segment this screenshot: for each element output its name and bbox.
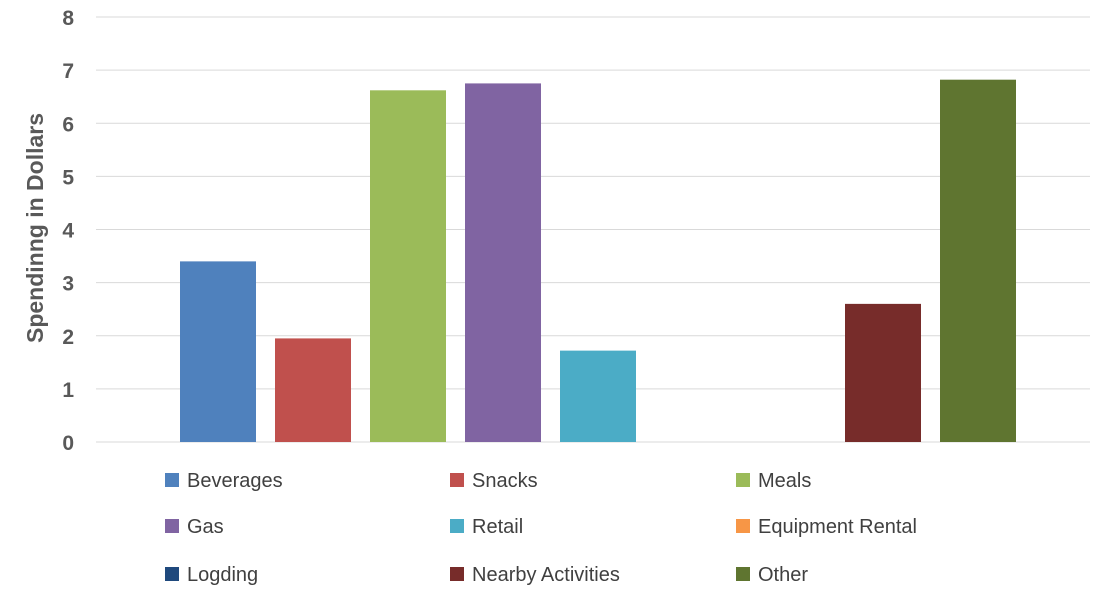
legend-label: Nearby Activities	[472, 564, 620, 586]
bars	[180, 79, 1016, 442]
bar-nearby-activities	[845, 303, 921, 442]
y-tick-label: 7	[62, 60, 74, 83]
legend: Beverages Snacks Meals Gas Retail Equipment R…	[165, 470, 917, 586]
legend-item-other: Other	[736, 564, 808, 586]
y-axis-title: Spendinng in Dollars	[22, 113, 48, 343]
legend-label: Meals	[758, 470, 811, 492]
bar-snacks	[275, 338, 351, 442]
legend-item-snacks: Snacks	[450, 470, 538, 492]
legend-item-gas: Gas	[165, 516, 224, 538]
legend-label: Gas	[187, 516, 224, 538]
legend-item-beverages: Beverages	[165, 470, 283, 492]
legend-label: Snacks	[472, 470, 538, 492]
legend-label: Beverages	[187, 470, 283, 492]
legend-swatch	[736, 567, 750, 581]
y-tick-label: 8	[62, 7, 74, 30]
y-tick-label: 6	[62, 113, 74, 136]
legend-swatch	[736, 473, 750, 487]
legend-swatch	[165, 519, 179, 533]
legend-label: Other	[758, 564, 808, 586]
legend-swatch	[736, 519, 750, 533]
y-tick-label: 5	[62, 166, 74, 189]
legend-label: Logding	[187, 564, 258, 586]
legend-item-retail: Retail	[450, 516, 523, 538]
y-axis-ticks: 0 1 2 3 4 5 6 7 8	[62, 7, 74, 455]
bar-retail	[560, 350, 636, 442]
legend-item-logding: Logding	[165, 564, 258, 586]
legend-item-nearby-activities: Nearby Activities	[450, 564, 620, 586]
bar-other	[940, 79, 1016, 442]
gridlines	[96, 16, 1090, 443]
legend-swatch	[165, 567, 179, 581]
legend-swatch	[450, 473, 464, 487]
y-tick-label: 3	[62, 273, 74, 296]
bar-gas	[465, 83, 541, 442]
legend-item-equipment-rental: Equipment Rental	[736, 516, 917, 538]
y-tick-label: 0	[62, 432, 74, 455]
legend-swatch	[450, 567, 464, 581]
legend-swatch	[165, 473, 179, 487]
legend-label: Equipment Rental	[758, 516, 917, 538]
bar-beverages	[180, 261, 256, 442]
bar-meals	[370, 90, 446, 442]
y-tick-label: 1	[62, 379, 74, 402]
legend-item-meals: Meals	[736, 470, 811, 492]
y-tick-label: 4	[62, 220, 74, 243]
legend-swatch	[450, 519, 464, 533]
legend-label: Retail	[472, 516, 523, 538]
y-tick-label: 2	[62, 326, 74, 349]
